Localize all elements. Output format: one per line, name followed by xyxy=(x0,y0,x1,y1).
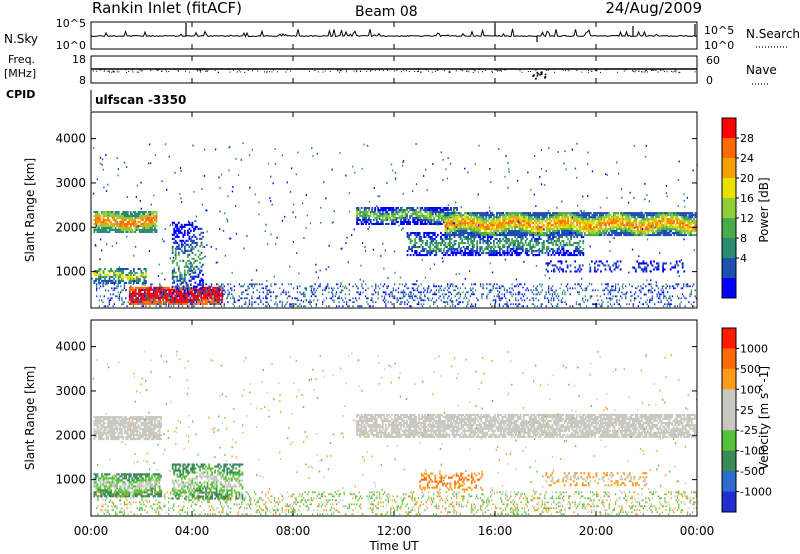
colorbar-tick: 1000 xyxy=(740,342,768,355)
colorbar-tick: 100 xyxy=(740,383,761,396)
cpid-label: CPID xyxy=(6,88,35,101)
colorbar-segment xyxy=(722,238,736,259)
colorbar-segment xyxy=(722,198,736,219)
freq-tick-bottom: 8 xyxy=(79,74,86,87)
colorbar-segment xyxy=(722,138,736,159)
colorbar-segment xyxy=(722,258,736,279)
cpid-text: ulfscan -3350 xyxy=(95,93,186,107)
x-tick-label: 16:00 xyxy=(478,524,513,538)
nave-tick-bottom: 0 xyxy=(706,74,713,87)
colorbar-segment xyxy=(722,430,736,452)
velocity-colorbar-label: Velocity [m s^-1] xyxy=(757,366,771,470)
colorbar-segment xyxy=(722,471,736,493)
nsearch-tick-bottom: 10^0 xyxy=(704,39,734,52)
y-tick-label: 3000 xyxy=(55,384,86,398)
time-axis-label: Time UT xyxy=(368,539,419,553)
colorbar-segment xyxy=(722,278,736,299)
power-colorbar-label: Power [dB] xyxy=(757,177,771,242)
colorbar-tick: 500 xyxy=(740,363,761,376)
freq-label-2: [MHz] xyxy=(4,67,36,80)
time-x-ticks: 00:00 04:00 08:00 12:00 16:00 20:00 00:00 xyxy=(74,22,715,538)
velocity-y-ticks: 4000 3000 2000 1000 xyxy=(55,340,697,487)
nsearch-tick-top: 10^5 xyxy=(704,24,734,37)
colorbar-segment xyxy=(722,328,736,349)
x-tick-label: 12:00 xyxy=(377,524,412,538)
freq-label-1: Freq. xyxy=(8,53,35,66)
velocity-ylabel: Slant Range [km] xyxy=(23,366,37,470)
colorbar-tick: -25 xyxy=(740,424,758,437)
date-title: 24/Aug/2009 xyxy=(605,0,702,17)
y-tick-label: 1000 xyxy=(55,265,86,279)
nave-tick-top: 60 xyxy=(706,54,720,67)
colorbar-segment xyxy=(722,158,736,179)
station-title: Rankin Inlet (fitACF) xyxy=(92,0,242,17)
colorbar-segment xyxy=(722,368,736,390)
x-tick-label: 00:00 xyxy=(74,524,109,538)
beam-title: Beam 08 xyxy=(355,4,418,20)
colorbar-tick: 25 xyxy=(740,404,754,417)
colorbar-segment xyxy=(722,118,736,139)
y-tick-label: 4000 xyxy=(55,132,86,146)
y-tick-label: 1000 xyxy=(55,473,86,487)
x-tick-label: 08:00 xyxy=(276,524,311,538)
freq-trace xyxy=(91,68,697,80)
y-tick-label: 2000 xyxy=(55,220,86,234)
colorbar-tick: 4 xyxy=(740,252,747,265)
x-tick-label: 20:00 xyxy=(579,524,614,538)
nave-label: Nave xyxy=(746,63,777,77)
power-heatmap xyxy=(91,142,698,308)
colorbar-tick: -1000 xyxy=(740,486,772,499)
y-tick-label: 2000 xyxy=(55,428,86,442)
colorbar-segment xyxy=(722,409,736,431)
x-tick-label: 04:00 xyxy=(175,524,210,538)
colorbar-tick: 24 xyxy=(740,152,754,165)
colorbar-segment xyxy=(722,348,736,370)
nsky-label: N.Sky xyxy=(4,32,38,46)
power-y-ticks: 4000 3000 2000 1000 xyxy=(55,132,697,279)
colorbar-tick: 8 xyxy=(740,232,747,245)
colorbar-segment xyxy=(722,178,736,199)
colorbar-tick: 20 xyxy=(740,172,754,185)
colorbar-tick: 12 xyxy=(740,212,754,225)
colorbar-segment xyxy=(722,218,736,239)
nsky-tick-bottom: 10^0 xyxy=(56,39,86,52)
x-tick-label: 00:00 xyxy=(680,524,715,538)
power-colorbar: 28 24 20 16 12 8 4 xyxy=(721,117,754,299)
colorbar-segment xyxy=(722,389,736,411)
nsky-tick-top: 10^5 xyxy=(56,17,86,30)
colorbar-segment xyxy=(722,491,736,513)
colorbar-segment xyxy=(722,450,736,472)
nsearch-label: N.Search xyxy=(746,27,800,41)
colorbar-tick: -500 xyxy=(740,465,765,478)
colorbar-tick: -100 xyxy=(740,445,765,458)
y-tick-label: 3000 xyxy=(55,176,86,190)
power-ylabel: Slant Range [km] xyxy=(23,158,37,262)
velocity-colorbar: 1000 500 100 25 -25 -100 -500 -1000 xyxy=(721,327,772,513)
colorbar-tick: 16 xyxy=(740,192,754,205)
freq-tick-top: 18 xyxy=(72,53,86,66)
velocity-heatmap xyxy=(92,350,698,516)
y-tick-label: 4000 xyxy=(55,340,86,354)
colorbar-tick: 28 xyxy=(740,132,754,145)
